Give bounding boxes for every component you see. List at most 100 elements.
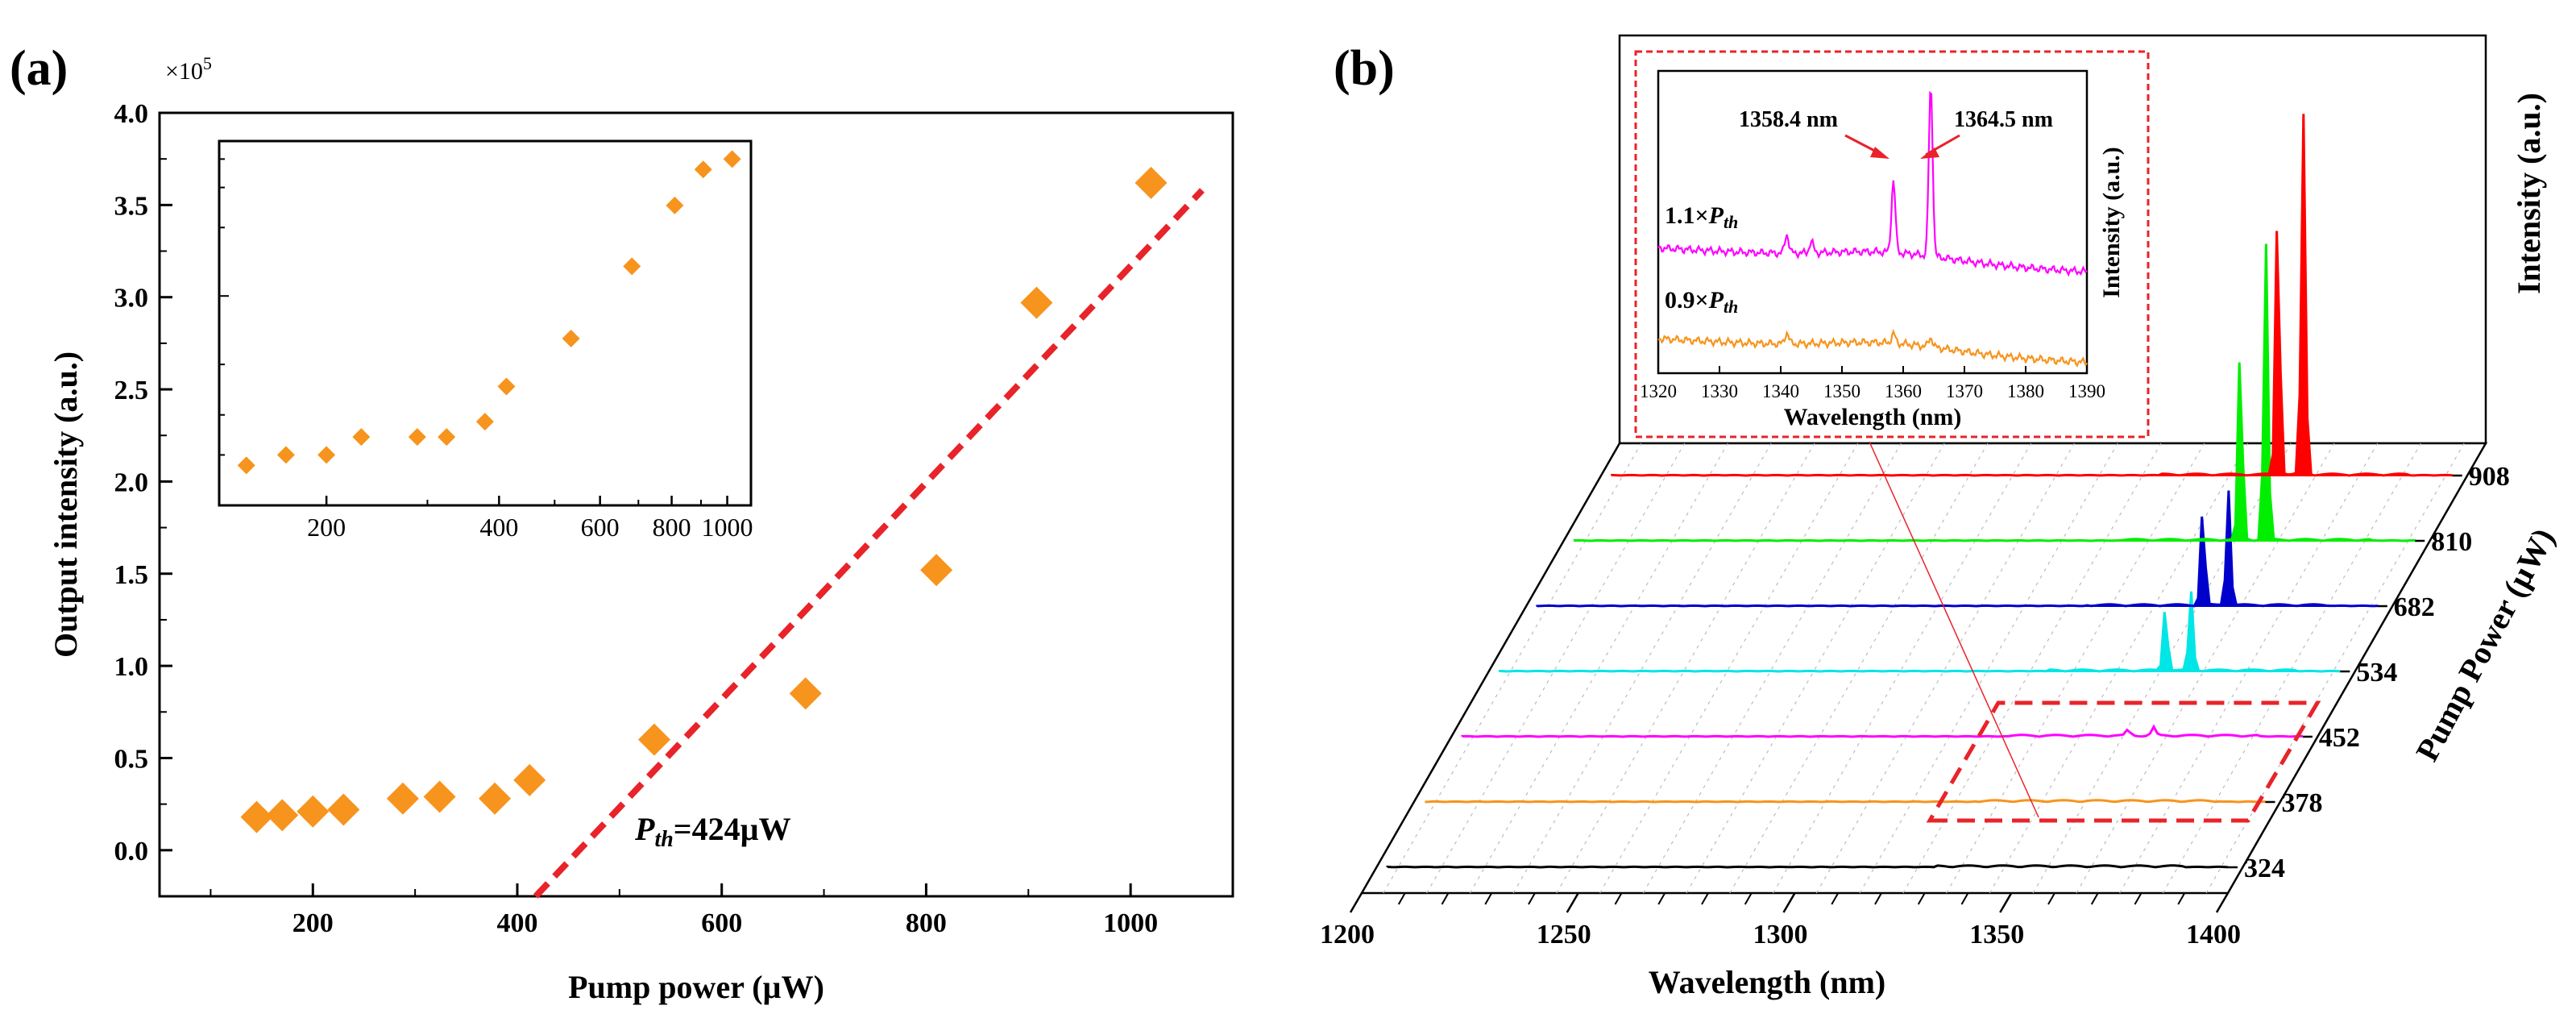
inset-connector-line [1869,441,2039,818]
inset-x-tick-label-200: 200 [307,513,346,542]
wavelength-minor-tick [2047,892,2055,905]
panel-a-label: (a) [10,41,68,96]
power-tick-label-378: 378 [2281,788,2322,818]
inset-point-288 [408,428,426,447]
data-point-288 [386,782,419,815]
inset-spectrum-0 [1657,90,2088,277]
data-point-908 [1020,286,1053,319]
inset-b-x-tick-label-1360: 1360 [1885,381,1922,401]
inset-point-412 [497,377,516,396]
spectrum-line-324 [1386,864,2229,869]
threshold-annotation-symbol: P [634,811,655,847]
y-tick-label-3.0: 3.0 [114,284,149,314]
data-point-534 [637,723,670,756]
waterfall-spectra [1386,114,2454,869]
wavelength-minor-tick [1744,892,1753,905]
wavelength-minor-tick [1570,892,1579,905]
data-point-378 [479,782,512,815]
waterfall-y-label: Intensity (a.u.) [2511,93,2547,294]
inset-x-tick-label-600: 600 [581,513,620,542]
floor-grid-line [1989,443,2248,894]
threshold-annotation-subscript: th [654,827,673,852]
x-tick-label-1000: 1000 [1103,908,1158,938]
panel-a-inset-ticks: 200 400 600 800 1000 [219,158,753,542]
inset-x-tick-label-1000: 1000 [702,513,753,542]
power-tick-label-534: 534 [2356,658,2397,688]
floor-grid-line [1383,443,1642,894]
floor-grid-line [2162,443,2421,894]
power-tick-label-452: 452 [2319,723,2360,753]
floor-grid-line [1512,443,1772,894]
inset-label-above-factor: 1.1× [1665,202,1709,229]
power-tick-label-324: 324 [2244,854,2285,883]
spectrum-line-908 [1611,114,2453,477]
y-tick-label-1.5: 1.5 [114,560,149,590]
floor-grid-line [2205,443,2465,894]
y-tick-label-2.0: 2.0 [114,467,149,497]
wavelength-minor-tick [2134,892,2143,905]
inset-label-below-symbol: P [1708,287,1724,314]
panel-a-plot-frame [158,111,1234,898]
peak-arrowhead-1358 [1870,147,1889,159]
panel-a-y-ticks: 0.0 0.5 1.0 1.5 2.0 2.5 3.0 3.5 4.0 [114,99,172,866]
y-tick-label-3.5: 3.5 [114,191,149,221]
floor-grid-line [1902,443,2162,894]
panel-b-label: (b) [1334,41,1395,96]
inset-point-200 [317,446,336,464]
inset-spectrum-1 [1657,328,2088,368]
panel-a-chart: 0.0 0.5 1.0 1.5 2.0 2.5 3.0 3.5 4.0 200 400 600 800… [48,53,1234,1005]
inset-x-tick-label-400: 400 [479,513,518,542]
inset-point-145 [237,456,255,475]
panel-a-x-ticks: 200 400 600 800 1000 [209,883,1234,938]
inset-point-810 [666,196,684,214]
panel-b-chart: 324 378 452 534 682 810 908 1200 1250 1300 1350 14… [1320,34,2561,1000]
power-tick-label-810: 810 [2431,527,2472,557]
panel-a-y-label: Output intensity (a.u.) [48,351,84,658]
x-tick-label-200: 200 [292,908,334,938]
panel-a-inset-points [237,150,741,475]
inset-b-x-tick-label-1380: 1380 [2007,381,2044,401]
wavelength-tick-label-1400: 1400 [2186,920,2241,949]
peak-arrowhead-1364 [1920,148,1939,159]
spectrum-line-378 [1425,799,2266,804]
spectrum-line-810 [1573,243,2416,542]
data-point-170 [266,799,299,832]
waterfall-grid [1383,443,2465,894]
floor-grid-line [1426,443,1686,894]
inset-b-x-tick-label-1320: 1320 [1640,381,1677,401]
wavelength-minor-tick [1657,892,1666,905]
panel-b-inset-x-label: Wavelength (nm) [1784,404,1962,430]
inset-label-below: 0.9×Pth [1665,287,1738,317]
y-tick-label-4.0: 4.0 [114,99,149,129]
y-tick-label-1.0: 1.0 [114,652,149,682]
floor-grid-line [1642,443,1902,894]
panel-a-data-points [240,166,1168,833]
floor-grid-line [2076,443,2335,894]
wavelength-minor-tick [1917,892,1926,905]
panel-b-inset-y-label: Intensity (a.u.) [2098,147,2125,298]
floor-grid-line [1556,443,1815,894]
wavelength-minor-tick [1484,892,1493,905]
spectrum-line-682 [1536,490,2378,608]
wavelength-minor-tick [2177,892,2186,905]
floor-grid-line [1599,443,1859,894]
floor-grid-line [1946,443,2205,894]
panel-b-inset-spectra [1657,90,2088,368]
y-tick-label-0.5: 0.5 [114,744,149,774]
wavelength-minor-tick [1701,892,1709,905]
floor-grid-line [1729,443,1989,894]
panel-a-y-multiplier-base: ×10 [165,58,203,85]
data-point-1020 [1135,166,1168,199]
data-point-200 [297,795,330,828]
inset-b-x-tick-label-1340: 1340 [1762,381,1799,401]
spectrum-line-534 [1498,591,2341,673]
waterfall-z-label: Pump Power (µW) [2408,522,2561,767]
inset-label-above: 1.1×Pth [1665,202,1738,232]
wavelength-minor-tick [2090,892,2099,905]
threshold-annotation-value: =424µW [674,811,791,847]
x-tick-label-600: 600 [701,908,742,938]
panel-b-inset-ticks: 1320 1330 1340 1350 1360 1370 1380 1390 [1640,366,2105,401]
wavelength-tick [1349,892,1363,913]
inset-x-tick-label-800: 800 [653,513,691,542]
